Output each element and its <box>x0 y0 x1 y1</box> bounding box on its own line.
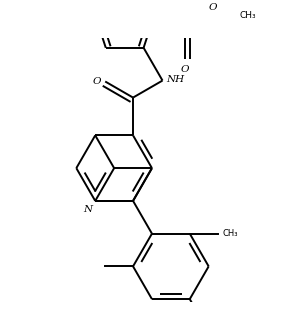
Text: NH: NH <box>166 75 185 84</box>
Text: N: N <box>84 205 93 214</box>
Text: CH₃: CH₃ <box>239 11 256 20</box>
Text: O: O <box>181 65 189 74</box>
Text: O: O <box>209 3 217 12</box>
Text: O: O <box>93 77 101 86</box>
Text: CH₃: CH₃ <box>222 229 238 238</box>
